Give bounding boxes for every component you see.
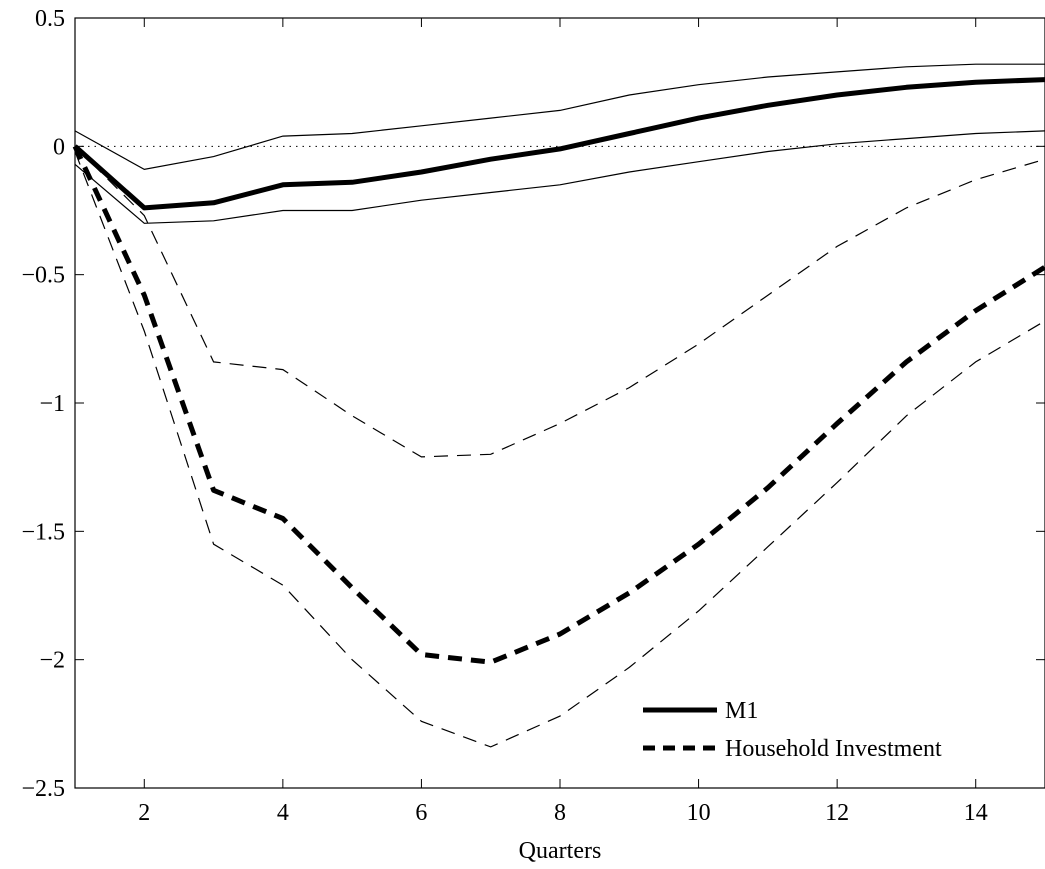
household-investment-upper-band (74, 145, 1045, 458)
series-layer (72, 63, 1045, 748)
m1-upper-band (74, 63, 1045, 171)
x-tick-label: 14 (964, 800, 988, 826)
household-investment-lower-band (74, 151, 1045, 748)
legend-label-m1: M1 (725, 698, 758, 724)
y-axis: 0.5 0 −0.5 −1 −1.5 −2 −2.5 (21, 6, 1045, 802)
plot-area (74, 17, 1045, 789)
x-tick-label: 12 (825, 800, 849, 826)
y-tick-label: −2.5 (21, 776, 65, 802)
x-axis-label: Quarters (519, 838, 602, 864)
household-investment-line (72, 145, 1045, 665)
x-tick-label: 8 (554, 800, 566, 826)
x-tick-label: 2 (138, 800, 150, 826)
x-tick-label: 6 (415, 800, 427, 826)
x-tick-label: 10 (687, 800, 711, 826)
y-tick-label: −1 (39, 391, 65, 417)
legend: M1 Household Investment (643, 698, 942, 762)
y-tick-label: −2 (39, 648, 65, 674)
y-tick-label: 0.5 (35, 6, 65, 32)
m1-lower-band (74, 130, 1045, 224)
m1-line (73, 77, 1045, 211)
y-tick-label: 0 (53, 134, 65, 160)
x-axis: 2 4 6 8 10 12 14 (138, 18, 988, 826)
legend-label-household-investment: Household Investment (725, 736, 942, 762)
x-tick-label: 4 (277, 800, 289, 826)
y-tick-label: −0.5 (21, 263, 65, 289)
y-tick-label: −1.5 (21, 519, 65, 545)
